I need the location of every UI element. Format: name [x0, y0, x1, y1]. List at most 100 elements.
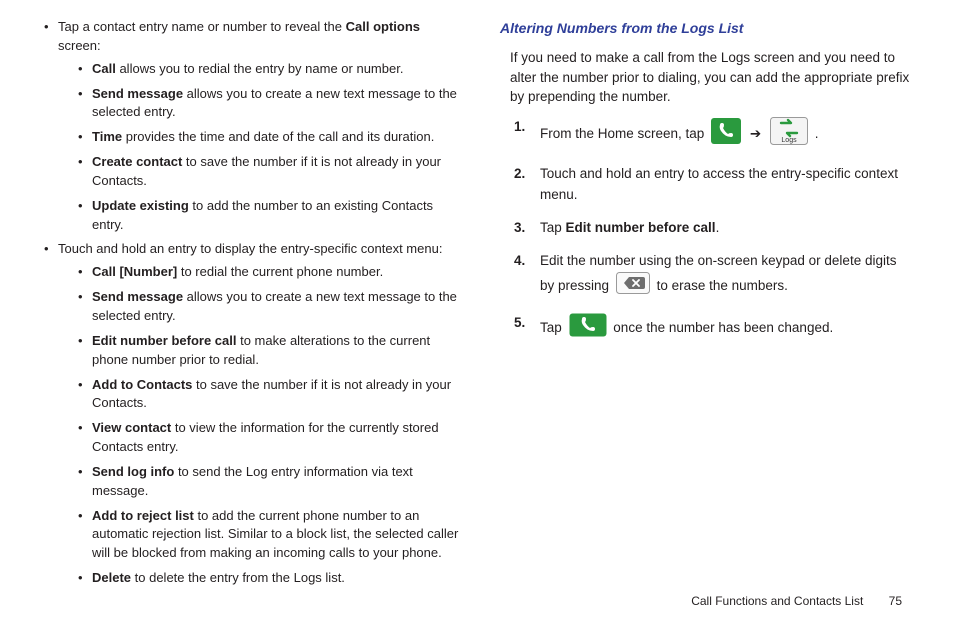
bullet-dot [78, 153, 92, 191]
text: provides the time and date of the call a… [122, 129, 434, 144]
logs-icon: Logs [770, 117, 808, 152]
bullet-level2: Add to Contacts to save the number if it… [78, 376, 464, 414]
bullet-dot [44, 18, 58, 56]
step-2: 2. Touch and hold an entry to access the… [514, 164, 910, 206]
bullet-text: Call [Number] to redial the current phon… [92, 263, 464, 282]
bullet-text: Delete to delete the entry from the Logs… [92, 569, 464, 588]
bullet-dot [78, 60, 92, 79]
step-number: 2. [514, 164, 540, 206]
bullet-dot [78, 332, 92, 370]
text-bold: Delete [92, 570, 131, 585]
text-bold: Send log info [92, 464, 174, 479]
text-bold: Send message [92, 289, 183, 304]
text-bold: View contact [92, 420, 171, 435]
bullet-text: Update existing to add the number to an … [92, 197, 464, 235]
bullet-text: Add to Contacts to save the number if it… [92, 376, 464, 414]
bullet-level2: Send message allows you to create a new … [78, 85, 464, 123]
bullet-level2: Time provides the time and date of the c… [78, 128, 464, 147]
bullet-dot [44, 240, 58, 259]
backspace-icon [616, 272, 650, 301]
arrow-icon: ➔ [748, 126, 763, 141]
text-bold: Create contact [92, 154, 182, 169]
text-bold: Send message [92, 86, 183, 101]
bullet-text: Time provides the time and date of the c… [92, 128, 464, 147]
bullet-level2: Call [Number] to redial the current phon… [78, 263, 464, 282]
step-3: 3. Tap Edit number before call. [514, 218, 910, 239]
step-text: Edit the number using the on-screen keyp… [540, 251, 910, 301]
text-bold: Add to reject list [92, 508, 194, 523]
text-bold: Add to Contacts [92, 377, 192, 392]
bullet-text: Tap a contact entry name or number to re… [58, 18, 464, 56]
step-text: Tap Edit number before call. [540, 218, 910, 239]
bullet-dot [78, 288, 92, 326]
footer-section: Call Functions and Contacts List [691, 594, 863, 608]
bullet-level2: Create contact to save the number if it … [78, 153, 464, 191]
step-5: 5. Tap once the number has been changed. [514, 313, 910, 344]
bullet-dot [78, 463, 92, 501]
step-number: 5. [514, 313, 540, 344]
bullet-dot [78, 507, 92, 564]
text-bold: Update existing [92, 198, 189, 213]
phone-icon [569, 313, 607, 344]
svg-text:Logs: Logs [781, 137, 797, 144]
bullet-text: Add to reject list to add the current ph… [92, 507, 464, 564]
step-1: 1. From the Home screen, tap ➔ Logs . [514, 117, 910, 152]
intro-paragraph: If you need to make a call from the Logs… [510, 48, 910, 107]
section-heading: Altering Numbers from the Logs List [500, 18, 910, 38]
text: allows you to redial the entry by name o… [116, 61, 404, 76]
footer-page-number: 75 [889, 594, 902, 608]
bullet-text: Create contact to save the number if it … [92, 153, 464, 191]
bullet-text: Call allows you to redial the entry by n… [92, 60, 464, 79]
bullet-level1: Tap a contact entry name or number to re… [44, 18, 464, 56]
bullet-text: View contact to view the information for… [92, 419, 464, 457]
text-bold: Call [92, 61, 116, 76]
left-column: Tap a contact entry name or number to re… [44, 18, 464, 594]
bullet-level2: Call allows you to redial the entry by n… [78, 60, 464, 79]
bullet-text: Touch and hold an entry to display the e… [58, 240, 464, 259]
bullet-level2: Send log info to send the Log entry info… [78, 463, 464, 501]
text: Tap a contact entry name or number to re… [58, 19, 346, 34]
text: once the number has been changed. [613, 320, 833, 335]
bullet-dot [78, 263, 92, 282]
step-text: Touch and hold an entry to access the en… [540, 164, 910, 206]
bullet-level2: Delete to delete the entry from the Logs… [78, 569, 464, 588]
bullet-level2: Add to reject list to add the current ph… [78, 507, 464, 564]
bullet-level2: Edit number before call to make alterati… [78, 332, 464, 370]
bullet-level2: Send message allows you to create a new … [78, 288, 464, 326]
step-text: Tap once the number has been changed. [540, 313, 910, 344]
bullet-dot [78, 376, 92, 414]
bullet-text: Send message allows you to create a new … [92, 288, 464, 326]
bullet-dot [78, 197, 92, 235]
text-bold: Edit number before call [92, 333, 236, 348]
step-number: 4. [514, 251, 540, 301]
text-bold: Time [92, 129, 122, 144]
text: Tap [540, 220, 566, 235]
bullet-dot [78, 419, 92, 457]
text: . [716, 220, 720, 235]
numbered-list: 1. From the Home screen, tap ➔ Logs . 2.… [514, 117, 910, 343]
text: From the Home screen, tap [540, 126, 708, 141]
bullet-level2: View contact to view the information for… [78, 419, 464, 457]
bullet-text: Send message allows you to create a new … [92, 85, 464, 123]
text: to erase the numbers. [657, 278, 788, 293]
text: Tap [540, 320, 566, 335]
bullet-text: Send log info to send the Log entry info… [92, 463, 464, 501]
page-footer: Call Functions and Contacts List 75 [691, 594, 902, 608]
step-4: 4. Edit the number using the on-screen k… [514, 251, 910, 301]
bullet-dot [78, 128, 92, 147]
step-number: 1. [514, 117, 540, 152]
text: to delete the entry from the Logs list. [131, 570, 345, 585]
bullet-dot [78, 85, 92, 123]
step-number: 3. [514, 218, 540, 239]
right-column: Altering Numbers from the Logs List If y… [500, 18, 910, 594]
text-bold: Call options [346, 19, 420, 34]
text: screen: [58, 38, 101, 53]
text-bold: Edit number before call [566, 220, 716, 235]
text-bold: Call [Number] [92, 264, 177, 279]
text: to redial the current phone number. [177, 264, 383, 279]
bullet-level2: Update existing to add the number to an … [78, 197, 464, 235]
bullet-dot [78, 569, 92, 588]
bullet-text: Edit number before call to make alterati… [92, 332, 464, 370]
text: . [815, 126, 819, 141]
bullet-level1: Touch and hold an entry to display the e… [44, 240, 464, 259]
